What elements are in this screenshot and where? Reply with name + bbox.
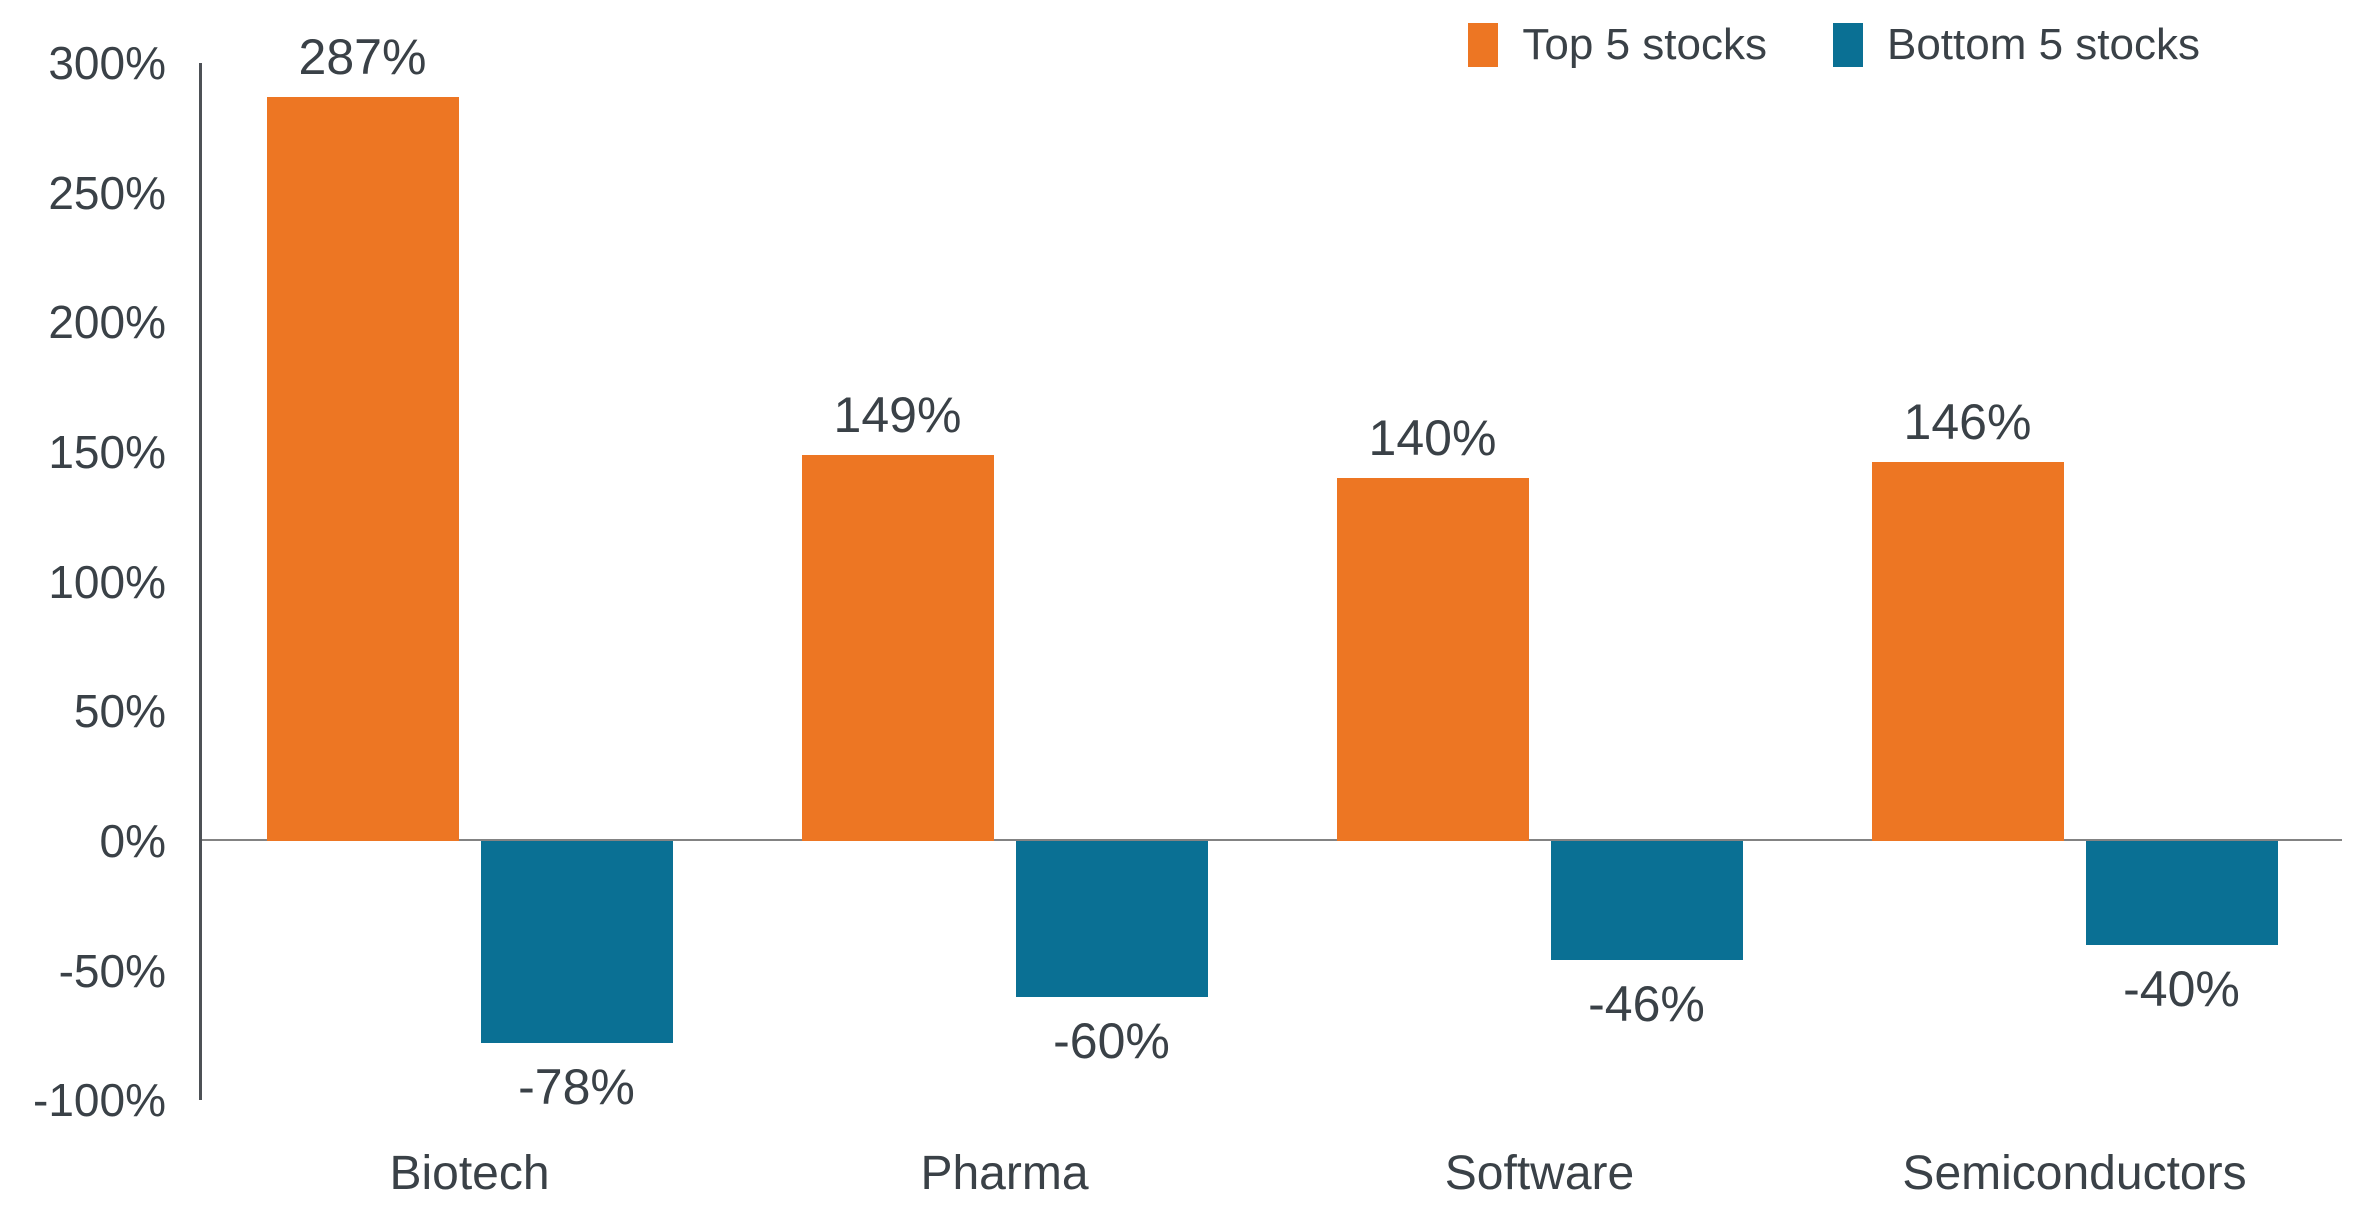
y-tick-label: 0%: [99, 815, 166, 867]
zero-gridline: [202, 839, 2342, 841]
category-label-software: Software: [1444, 1147, 1635, 1200]
data-label-top-5-stocks-pharma: 149%: [833, 386, 962, 443]
legend-item-top-5-stocks: Top 5 stocks: [1468, 20, 1767, 70]
y-tick-label: 150%: [48, 426, 166, 478]
bar-bottom-5-stocks-biotech: [480, 841, 673, 1044]
data-label-bottom-5-stocks-biotech: -78%: [518, 1059, 635, 1116]
bar-bottom-5-stocks-software: [1550, 841, 1743, 961]
legend-label-top-5-stocks: Top 5 stocks: [1522, 20, 1767, 69]
y-tick-label: -50%: [58, 944, 166, 997]
y-tick-label: -100%: [33, 1074, 166, 1127]
category-label-semiconductors: Semiconductors: [1902, 1147, 2247, 1200]
legend-item-bottom-5-stocks: Bottom 5 stocks: [1832, 20, 2200, 70]
y-tick-label: 100%: [48, 555, 166, 608]
data-label-bottom-5-stocks-semiconductors: -40%: [2123, 960, 2240, 1017]
category-label-biotech: Biotech: [389, 1147, 550, 1200]
bar-bottom-5-stocks-semiconductors: [2085, 841, 2278, 945]
y-tick-label: 300%: [48, 37, 166, 89]
legend: Top 5 stocks Bottom 5 stocks: [1468, 20, 2200, 70]
data-label-top-5-stocks-biotech: 287%: [298, 28, 427, 85]
bar-bottom-5-stocks-pharma: [1015, 841, 1208, 997]
bar-top-5-stocks-software: [1336, 477, 1529, 841]
bar-top-5-stocks-biotech: [266, 96, 459, 841]
data-label-bottom-5-stocks-software: -46%: [1588, 976, 1705, 1033]
bar-top-5-stocks-pharma: [801, 454, 994, 841]
legend-label-bottom-5-stocks: Bottom 5 stocks: [1886, 20, 2200, 69]
y-axis-line: [199, 63, 202, 1101]
data-label-top-5-stocks-software: 140%: [1368, 409, 1497, 466]
data-label-top-5-stocks-semiconductors: 146%: [1903, 394, 2032, 451]
y-tick-label: 50%: [73, 685, 166, 738]
legend-marker-top-5-stocks-icon: [1468, 23, 1499, 67]
y-tick-label: 250%: [48, 166, 166, 219]
category-label-pharma: Pharma: [920, 1147, 1089, 1200]
bar-top-5-stocks-semiconductors: [1871, 462, 2064, 841]
legend-marker-bottom-5-stocks-icon: [1832, 23, 1863, 67]
y-tick-label: 200%: [48, 296, 166, 349]
data-label-bottom-5-stocks-pharma: -60%: [1053, 1012, 1170, 1069]
